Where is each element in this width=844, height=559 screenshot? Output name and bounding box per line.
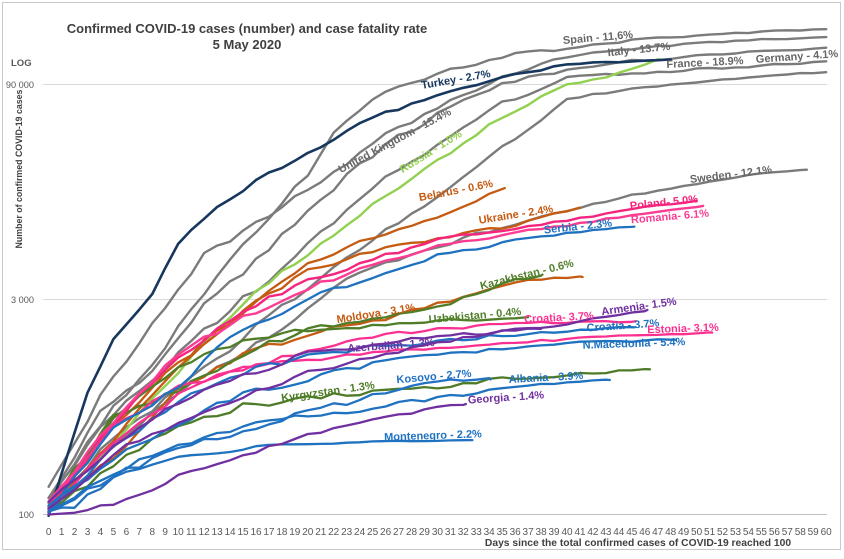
svg-text:40: 40 [561,527,573,538]
svg-text:60: 60 [821,527,833,538]
svg-text:16: 16 [250,527,262,538]
svg-text:50: 50 [691,527,703,538]
svg-text:39: 39 [548,527,560,538]
svg-text:10: 10 [173,527,185,538]
svg-text:Croatia - 3.7%: Croatia - 3.7% [586,317,660,334]
svg-text:53: 53 [730,527,742,538]
svg-text:0: 0 [46,527,52,538]
svg-text:N.Macedonia - 5.4%: N.Macedonia - 5.4% [582,336,685,352]
svg-text:22: 22 [328,527,340,538]
svg-text:37: 37 [523,527,535,538]
svg-text:18: 18 [276,527,288,538]
svg-text:56: 56 [769,527,781,538]
svg-text:17: 17 [263,527,275,538]
svg-text:41: 41 [574,527,586,538]
svg-text:23: 23 [341,527,353,538]
svg-text:13: 13 [212,527,224,538]
svg-text:1: 1 [59,527,65,538]
svg-text:58: 58 [795,527,807,538]
svg-text:55: 55 [756,527,768,538]
svg-text:20: 20 [302,527,314,538]
svg-text:49: 49 [678,527,690,538]
svg-text:24: 24 [354,527,366,538]
svg-text:51: 51 [704,527,716,538]
svg-text:12: 12 [199,527,211,538]
svg-text:6: 6 [124,527,130,538]
svg-text:52: 52 [717,527,729,538]
svg-text:11: 11 [186,527,197,538]
svg-text:54: 54 [743,527,755,538]
svg-text:LOG: LOG [11,58,32,69]
svg-text:27: 27 [393,527,405,538]
svg-text:100: 100 [19,510,34,520]
svg-text:19: 19 [289,527,301,538]
svg-text:5: 5 [111,527,117,538]
svg-text:46: 46 [639,527,651,538]
svg-text:90 000: 90 000 [6,80,34,90]
svg-text:43: 43 [600,527,612,538]
svg-text:57: 57 [782,527,794,538]
svg-text:2: 2 [72,527,78,538]
svg-text:Number of confirmed COVID-19 c: Number of confirmed COVID-19 cases [14,89,24,248]
svg-text:31: 31 [445,527,457,538]
svg-text:28: 28 [406,527,418,538]
svg-text:36: 36 [510,527,522,538]
svg-text:Montenegro - 2.2%: Montenegro - 2.2% [384,428,482,443]
svg-text:3 000: 3 000 [11,295,34,305]
svg-text:30: 30 [432,527,444,538]
svg-text:15: 15 [237,527,249,538]
svg-text:Estonia- 3.1%: Estonia- 3.1% [647,322,719,336]
svg-text:Georgia - 1.4%: Georgia - 1.4% [467,389,544,406]
svg-text:47: 47 [652,527,664,538]
svg-text:8: 8 [150,527,156,538]
svg-text:Albania - 3.9%: Albania - 3.9% [508,370,583,386]
svg-text:44: 44 [613,527,625,538]
svg-text:34: 34 [484,527,496,538]
svg-text:9: 9 [162,527,168,538]
svg-text:48: 48 [665,527,677,538]
svg-text:59: 59 [808,527,820,538]
svg-text:14: 14 [224,527,236,538]
svg-text:7: 7 [137,527,143,538]
svg-text:38: 38 [536,527,548,538]
svg-text:32: 32 [458,527,470,538]
svg-text:3: 3 [85,527,91,538]
svg-text:45: 45 [626,527,638,538]
svg-text:29: 29 [419,527,431,538]
svg-text:26: 26 [380,527,392,538]
svg-text:Days since the total confirmed: Days since the total confirmed cases of … [485,538,791,549]
svg-text:25: 25 [367,527,379,538]
svg-text:4: 4 [98,527,104,538]
svg-text:Confirmed COVID-19 cases (numb: Confirmed COVID-19 cases (number) and ca… [67,21,428,36]
svg-text:42: 42 [587,527,599,538]
svg-text:33: 33 [471,527,483,538]
svg-text:Germany - 4.1%: Germany - 4.1% [755,48,838,66]
svg-text:5 May 2020: 5 May 2020 [213,37,282,52]
svg-text:France - 18.9%: France - 18.9% [666,55,744,71]
svg-text:35: 35 [497,527,509,538]
svg-text:Croatia- 3.7%: Croatia- 3.7% [524,310,594,326]
svg-text:21: 21 [315,527,327,538]
